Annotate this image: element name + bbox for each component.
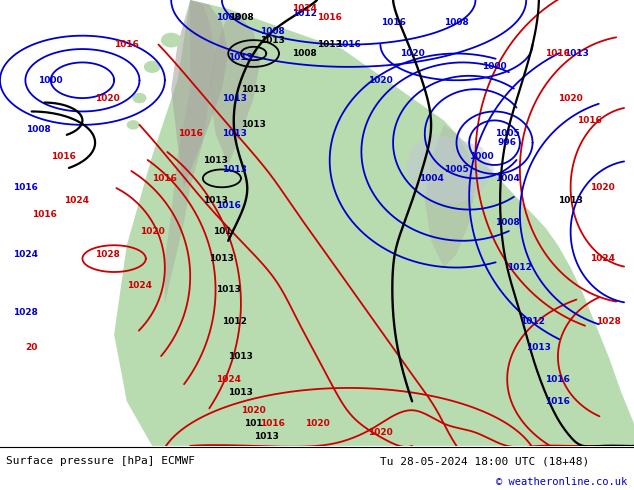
Text: 1008: 1008	[25, 125, 51, 134]
Text: 1000: 1000	[39, 76, 63, 85]
Text: 1024: 1024	[292, 4, 317, 13]
Text: 1012: 1012	[520, 317, 545, 325]
Text: 1008: 1008	[495, 219, 520, 227]
Polygon shape	[114, 0, 634, 446]
Text: 1016: 1016	[152, 174, 178, 183]
Text: 1013: 1013	[564, 49, 590, 58]
Text: 1016: 1016	[577, 116, 602, 125]
Text: 1024: 1024	[13, 250, 38, 259]
Text: 1016: 1016	[13, 183, 38, 192]
Text: 1020: 1020	[368, 76, 393, 85]
Text: 1020: 1020	[304, 419, 330, 428]
Text: 1013: 1013	[222, 129, 247, 138]
Text: 1008: 1008	[228, 13, 254, 23]
Text: 1013: 1013	[260, 36, 285, 45]
Text: 1000: 1000	[470, 151, 494, 161]
Text: 1013: 1013	[241, 121, 266, 129]
Text: 1013: 1013	[203, 156, 228, 165]
Text: 1024: 1024	[216, 374, 241, 384]
Text: 1024: 1024	[590, 254, 615, 263]
Text: 1005: 1005	[495, 129, 520, 138]
Text: 1016: 1016	[545, 397, 571, 406]
Text: 1013: 1013	[228, 388, 254, 397]
Text: 1008: 1008	[292, 49, 317, 58]
Polygon shape	[165, 0, 216, 303]
Text: 1024: 1024	[63, 196, 89, 205]
Text: 1016: 1016	[317, 13, 342, 23]
Text: 996: 996	[498, 138, 517, 147]
Text: 1013: 1013	[222, 94, 247, 102]
Text: 1016: 1016	[32, 210, 57, 219]
Text: 1020: 1020	[368, 428, 393, 437]
Circle shape	[162, 33, 181, 47]
Text: 1016: 1016	[260, 419, 285, 428]
Text: 1012: 1012	[292, 9, 317, 18]
Text: 1013: 1013	[203, 196, 228, 205]
Text: 1008: 1008	[260, 27, 285, 36]
Text: 1013: 1013	[558, 196, 583, 205]
Text: 1004: 1004	[418, 174, 444, 183]
Circle shape	[133, 94, 146, 102]
Polygon shape	[406, 134, 495, 205]
Text: 1016: 1016	[51, 151, 76, 161]
Text: 1016: 1016	[216, 200, 241, 210]
Text: 1028: 1028	[13, 308, 38, 317]
Text: 1016: 1016	[545, 374, 571, 384]
Text: 101: 101	[244, 419, 263, 428]
Text: 1016: 1016	[545, 49, 571, 58]
Text: 1013: 1013	[216, 285, 241, 294]
Text: 1013: 1013	[228, 352, 254, 361]
Text: 1013: 1013	[317, 40, 342, 49]
Text: 1016: 1016	[380, 18, 406, 27]
Text: 1016: 1016	[336, 40, 361, 49]
Polygon shape	[209, 13, 260, 165]
Text: 1028: 1028	[596, 317, 621, 325]
Text: 1013: 1013	[526, 343, 552, 352]
Text: 1013: 1013	[209, 254, 235, 263]
Circle shape	[145, 62, 160, 72]
Text: 1013: 1013	[254, 433, 279, 441]
Text: 1020: 1020	[95, 94, 120, 102]
Text: 1012: 1012	[507, 263, 533, 272]
Text: 1020: 1020	[241, 406, 266, 415]
Polygon shape	[171, 0, 228, 187]
Circle shape	[127, 121, 139, 129]
Text: 1013: 1013	[241, 85, 266, 94]
Text: 1016: 1016	[178, 129, 203, 138]
Text: 1005: 1005	[444, 165, 469, 174]
Text: 20: 20	[25, 343, 38, 352]
Text: 1008: 1008	[444, 18, 469, 27]
Text: 1000: 1000	[482, 62, 507, 72]
Text: Tu 28-05-2024 18:00 UTC (18+48): Tu 28-05-2024 18:00 UTC (18+48)	[380, 456, 590, 466]
Text: 1020: 1020	[590, 183, 615, 192]
Text: 1013: 1013	[228, 53, 254, 62]
Text: 1020: 1020	[558, 94, 583, 102]
Text: 1008: 1008	[216, 13, 241, 23]
Text: 1016: 1016	[114, 40, 139, 49]
Text: 1020: 1020	[399, 49, 425, 58]
Text: 1004: 1004	[495, 174, 520, 183]
Text: © weatheronline.co.uk: © weatheronline.co.uk	[496, 477, 628, 487]
Text: 101: 101	[212, 227, 231, 236]
Text: 1013: 1013	[222, 165, 247, 174]
Text: 1012: 1012	[222, 317, 247, 325]
Text: 1024: 1024	[127, 281, 152, 290]
Text: Surface pressure [hPa] ECMWF: Surface pressure [hPa] ECMWF	[6, 456, 195, 466]
Text: 1020: 1020	[139, 227, 165, 236]
Polygon shape	[425, 125, 476, 268]
Text: 1028: 1028	[95, 250, 120, 259]
